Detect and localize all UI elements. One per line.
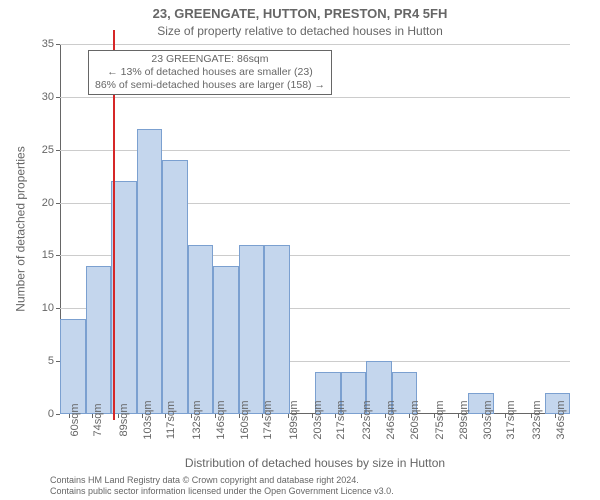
x-tick-label: 132sqm [191,400,203,439]
annotation-line: 86% of semi-detached houses are larger (… [95,79,325,92]
y-tick-mark [56,150,60,151]
x-tick-label: 174sqm [262,400,274,439]
x-tick-label: 246sqm [385,400,397,439]
y-tick-mark [56,203,60,204]
x-tick-label: 117sqm [165,401,177,439]
x-tick-label: 346sqm [555,400,567,439]
grid-line [60,97,570,98]
y-tick-label: 5 [48,355,54,367]
histogram-bar [188,245,214,414]
annotation-line: 23 GREENGATE: 86sqm [95,53,325,66]
x-tick-label: 260sqm [409,400,421,439]
x-tick-label: 289sqm [458,400,470,439]
footer-line-1: Contains HM Land Registry data © Crown c… [50,475,394,485]
x-tick-label: 303sqm [482,400,494,439]
x-tick-label: 332sqm [531,400,543,439]
annotation-line: ← 13% of detached houses are smaller (23… [95,66,325,79]
y-tick-label: 20 [42,197,54,209]
histogram-bar [162,160,188,414]
y-tick-mark [56,44,60,45]
y-tick-label: 10 [42,302,54,314]
x-tick-label: 89sqm [118,403,130,436]
y-tick-label: 15 [42,249,54,261]
histogram-bar [60,319,86,414]
histogram-bar [111,181,137,414]
x-tick-label: 146sqm [215,400,227,439]
y-axis-title: Number of detached properties [14,44,28,414]
annotation-box: 23 GREENGATE: 86sqm← 13% of detached hou… [88,50,332,95]
x-tick-label: 232sqm [361,400,373,439]
footer-line-2: Contains public sector information licen… [50,486,394,496]
x-axis-title: Distribution of detached houses by size … [60,456,570,470]
histogram-bar [213,266,239,414]
grid-line [60,44,570,45]
y-tick-label: 25 [42,144,54,156]
y-tick-label: 0 [48,408,54,420]
x-tick-label: 60sqm [69,403,81,436]
footer-attribution: Contains HM Land Registry data © Crown c… [50,475,394,496]
chart-subtitle: Size of property relative to detached ho… [0,24,600,38]
y-tick-mark [56,255,60,256]
chart-title: 23, GREENGATE, HUTTON, PRESTON, PR4 5FH [0,6,600,21]
x-tick-label: 317sqm [505,400,517,439]
histogram-bar [239,245,265,414]
histogram-bar [137,129,163,414]
x-tick-label: 189sqm [288,400,300,439]
histogram-bar [264,245,290,414]
plot-area: 0510152025303560sqm74sqm89sqm103sqm117sq… [60,44,570,414]
y-tick-mark [56,308,60,309]
y-tick-label: 35 [42,38,54,50]
y-tick-label: 30 [42,91,54,103]
y-tick-mark [56,414,60,415]
x-tick-label: 103sqm [142,400,154,439]
histogram-bar [86,266,112,414]
x-tick-label: 74sqm [92,403,104,436]
x-tick-label: 203sqm [312,400,324,439]
x-tick-label: 275sqm [434,400,446,439]
chart-container: 23, GREENGATE, HUTTON, PRESTON, PR4 5FH … [0,0,600,500]
x-tick-label: 160sqm [239,400,251,439]
y-tick-mark [56,97,60,98]
x-tick-label: 217sqm [335,400,347,439]
